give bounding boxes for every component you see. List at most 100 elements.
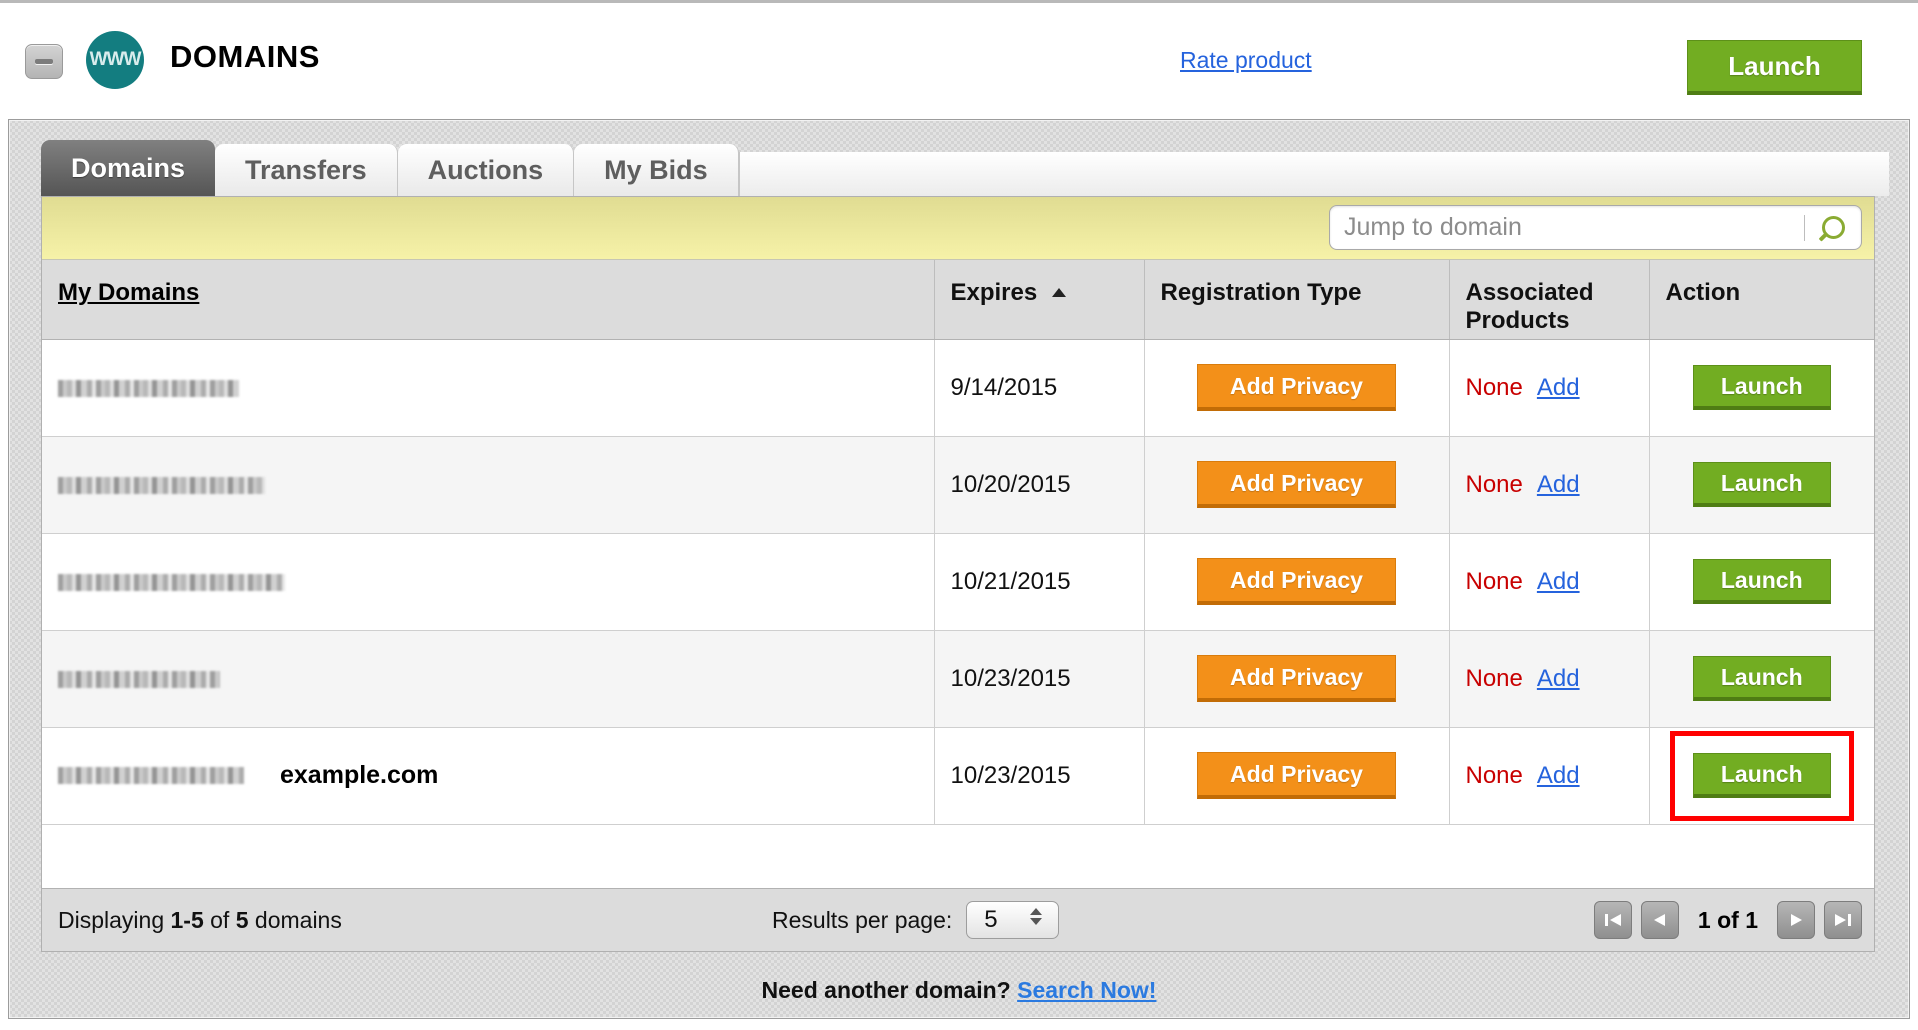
redacted-domain-name xyxy=(58,767,244,785)
redacted-domain-name xyxy=(58,379,239,397)
sort-ascending-icon xyxy=(1051,288,1066,297)
tab-bar-filler xyxy=(738,152,1889,196)
cell-registration-type: Add Privacy xyxy=(1144,630,1450,728)
last-page-button[interactable] xyxy=(1824,901,1862,939)
redacted-domain-name xyxy=(58,573,285,591)
cell-associated-products: None Add xyxy=(1449,533,1650,631)
domains-panel: My Domains Expires Registration Type Ass… xyxy=(41,196,1875,952)
cell-expires: 10/21/2015 xyxy=(934,533,1145,631)
pagination-controls: 1 of 1 xyxy=(1593,901,1862,939)
domains-table: My Domains Expires Registration Type Ass… xyxy=(42,260,1874,825)
results-per-page-select[interactable]: 5 xyxy=(966,901,1060,939)
tab-label: Domains xyxy=(71,152,186,183)
displaying-suffix: domains xyxy=(248,906,342,933)
row-launch-button[interactable]: Launch xyxy=(1692,365,1831,410)
associated-products-value: None xyxy=(1465,470,1523,498)
col-header-action: Action xyxy=(1649,260,1874,340)
launch-button-highlight: Launch xyxy=(1669,730,1854,821)
displaying-range: 1-5 xyxy=(170,906,204,933)
add-privacy-button[interactable]: Add Privacy xyxy=(1197,461,1396,508)
row-launch-button[interactable]: Launch xyxy=(1692,753,1831,798)
redacted-domain-name xyxy=(58,670,220,688)
minus-square-icon[interactable] xyxy=(25,44,63,79)
cell-registration-type: Add Privacy xyxy=(1144,533,1450,631)
tab-domains[interactable]: Domains xyxy=(41,140,216,196)
rate-product-link[interactable]: Rate product xyxy=(1180,47,1312,73)
row-launch-button[interactable]: Launch xyxy=(1692,559,1831,604)
tab-label: Transfers xyxy=(245,154,367,185)
jump-to-domain-field[interactable] xyxy=(1329,205,1862,250)
col-header-my-domains[interactable]: My Domains xyxy=(42,260,935,340)
col-header-label: Associated Products xyxy=(1465,279,1594,334)
search-input[interactable] xyxy=(1330,206,1804,249)
table-row: 9/14/2015 Add Privacy None Add Launch xyxy=(42,339,1874,437)
col-header-label[interactable]: My Domains xyxy=(58,279,200,306)
cell-domain xyxy=(42,436,935,534)
domain-annotation: example.com xyxy=(280,761,439,790)
table-row: 10/20/2015 Add Privacy None Add Launch xyxy=(42,436,1874,534)
redacted-domain-name xyxy=(58,476,265,494)
associated-products-value: None xyxy=(1465,664,1523,692)
displaying-prefix: Displaying xyxy=(58,906,171,933)
associated-products-group: None Add xyxy=(1466,728,1633,824)
associated-products-group: None Add xyxy=(1466,340,1633,436)
previous-page-button[interactable] xyxy=(1640,901,1679,939)
associated-products-group: None Add xyxy=(1466,437,1633,533)
table-header-row: My Domains Expires Registration Type Ass… xyxy=(42,260,1874,340)
add-privacy-button[interactable]: Add Privacy xyxy=(1197,558,1396,605)
col-header-expires[interactable]: Expires xyxy=(934,260,1145,340)
add-privacy-button[interactable]: Add Privacy xyxy=(1197,752,1396,799)
displaying-summary: Displaying 1-5 of 5 domains xyxy=(58,907,342,934)
add-associated-product-link[interactable]: Add xyxy=(1536,567,1580,595)
cell-expires: 10/20/2015 xyxy=(934,436,1145,534)
table-row: 10/23/2015 Add Privacy None Add Launch xyxy=(42,630,1874,728)
search-now-link[interactable]: Search Now! xyxy=(1017,977,1157,1003)
table-row: example.com 10/23/2015 Add Privacy None Add L… xyxy=(42,727,1874,825)
table-head: My Domains Expires Registration Type Ass… xyxy=(42,260,1874,340)
header-launch-button[interactable]: Launch xyxy=(1687,40,1862,95)
tab-transfers[interactable]: Transfers xyxy=(215,144,398,196)
stepper-arrows-icon xyxy=(1013,908,1043,925)
first-page-button[interactable] xyxy=(1593,901,1632,939)
add-associated-product-link[interactable]: Add xyxy=(1536,664,1580,692)
associated-products-value: None xyxy=(1465,761,1523,789)
cell-action: Launch xyxy=(1649,727,1874,825)
www-globe-icon: WWW xyxy=(86,31,144,89)
col-header-label: Registration Type xyxy=(1160,279,1362,306)
associated-products-value: None xyxy=(1465,567,1523,595)
cell-domain xyxy=(42,533,935,631)
col-header-registration-type: Registration Type xyxy=(1144,260,1450,340)
tab-my-bids[interactable]: My Bids xyxy=(574,144,739,196)
cell-domain xyxy=(42,339,935,437)
add-associated-product-link[interactable]: Add xyxy=(1536,373,1580,401)
chevron-left-icon xyxy=(1653,914,1665,926)
launch-button-wrap: Launch xyxy=(1666,631,1859,727)
next-page-button[interactable] xyxy=(1777,901,1815,939)
cell-action: Launch xyxy=(1649,630,1874,728)
search-icon xyxy=(1816,211,1850,244)
add-privacy-button[interactable]: Add Privacy xyxy=(1197,655,1396,702)
cell-associated-products: None Add xyxy=(1449,630,1650,728)
cell-expires: 10/23/2015 xyxy=(934,630,1145,728)
col-header-label[interactable]: Expires xyxy=(950,279,1038,306)
add-associated-product-link[interactable]: Add xyxy=(1536,470,1580,498)
cell-action: Launch xyxy=(1649,339,1874,437)
tab-auctions[interactable]: Auctions xyxy=(397,144,575,196)
search-strip xyxy=(42,197,1874,260)
cell-registration-type: Add Privacy xyxy=(1144,339,1450,437)
launch-button-wrap: Launch xyxy=(1666,340,1859,436)
col-header-label: Action xyxy=(1665,279,1741,306)
add-privacy-button[interactable]: Add Privacy xyxy=(1197,364,1396,411)
add-associated-product-link[interactable]: Add xyxy=(1536,761,1580,789)
cell-action: Launch xyxy=(1649,436,1874,534)
app-header: WWW DOMAINS Rate product Launch xyxy=(0,0,1918,119)
need-another-domain-text: Need another domain? xyxy=(761,977,1018,1003)
row-launch-button[interactable]: Launch xyxy=(1692,656,1831,701)
row-launch-button[interactable]: Launch xyxy=(1692,462,1831,507)
cell-expires: 10/23/2015 xyxy=(934,727,1145,825)
displaying-mid: of xyxy=(203,906,236,933)
search-button[interactable] xyxy=(1805,206,1861,249)
page-indicator: 1 of 1 xyxy=(1697,906,1758,933)
table-body: 9/14/2015 Add Privacy None Add Launch 10/20/2… xyxy=(42,339,1874,825)
page-title: DOMAINS xyxy=(170,39,320,74)
